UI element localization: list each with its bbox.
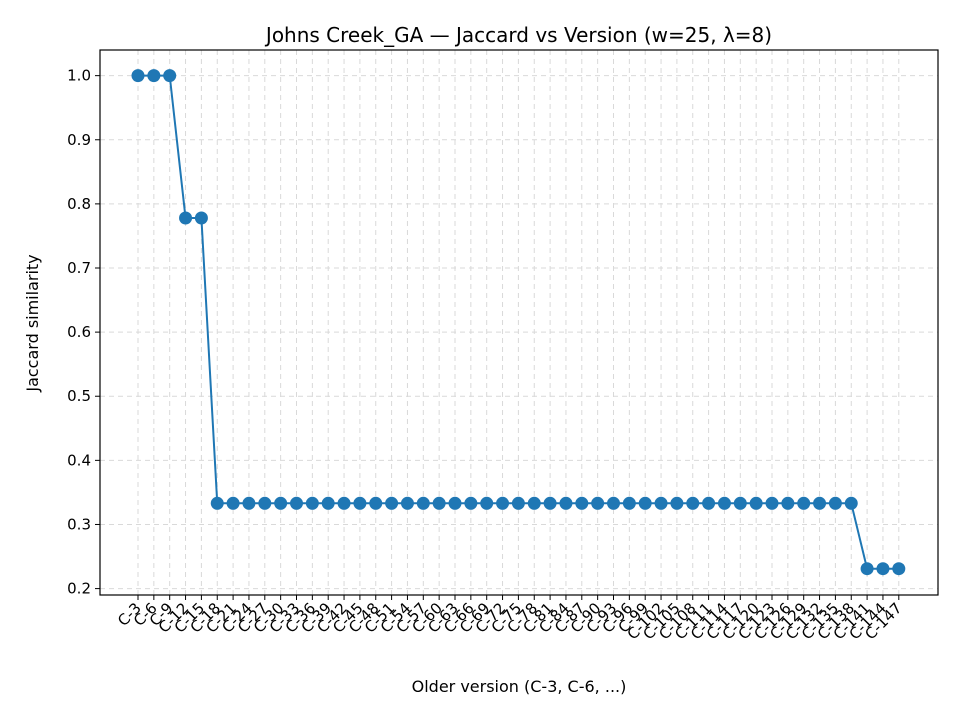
data-point xyxy=(385,496,399,510)
data-point xyxy=(543,496,557,510)
x-axis-label: Older version (C-3, C-6, ...) xyxy=(412,677,627,696)
data-point xyxy=(194,211,208,225)
data-point xyxy=(702,496,716,510)
data-point xyxy=(717,496,731,510)
data-point xyxy=(876,562,890,576)
data-point xyxy=(210,496,224,510)
y-tick-label: 0.4 xyxy=(67,451,91,469)
data-point xyxy=(353,496,367,510)
y-tick-label: 0.9 xyxy=(67,131,91,149)
data-point xyxy=(781,496,795,510)
data-point xyxy=(860,562,874,576)
data-point xyxy=(131,69,145,83)
data-point xyxy=(321,496,335,510)
data-point xyxy=(813,496,827,510)
data-point xyxy=(147,69,161,83)
data-point xyxy=(163,69,177,83)
data-point xyxy=(400,496,414,510)
data-point xyxy=(622,496,636,510)
data-point xyxy=(797,496,811,510)
y-tick-label: 1.0 xyxy=(67,67,91,85)
chart-title: Johns Creek_GA — Jaccard vs Version (w=2… xyxy=(264,23,772,47)
data-point xyxy=(892,562,906,576)
data-point xyxy=(464,496,478,510)
data-point xyxy=(369,496,383,510)
data-point xyxy=(575,496,589,510)
data-point xyxy=(448,496,462,510)
data-point xyxy=(305,496,319,510)
data-point xyxy=(496,496,510,510)
data-point xyxy=(226,496,240,510)
data-point xyxy=(559,496,573,510)
x-axis-ticks: C-3C-6C-9C-12C-15C-18C-21C-24C-27C-30C-3… xyxy=(114,595,906,643)
data-point xyxy=(416,496,430,510)
y-tick-label: 0.3 xyxy=(67,515,91,533)
data-point xyxy=(686,496,700,510)
data-point xyxy=(432,496,446,510)
data-point xyxy=(733,496,747,510)
data-point xyxy=(511,496,525,510)
data-point xyxy=(527,496,541,510)
y-tick-label: 0.8 xyxy=(67,195,91,213)
data-point xyxy=(290,496,303,510)
data-point xyxy=(670,496,684,510)
data-point xyxy=(844,496,858,510)
data-point xyxy=(607,496,620,510)
y-axis-ticks: 0.2 0.3 0.4 0.5 0.6 0.7 0.8 0.9 1.0 xyxy=(67,67,100,598)
y-tick-label: 0.6 xyxy=(67,323,91,341)
data-point xyxy=(765,496,779,510)
plot-frame xyxy=(99,49,939,596)
data-point xyxy=(828,496,842,510)
data-point xyxy=(179,211,193,225)
data-point xyxy=(274,496,288,510)
y-tick-label: 0.5 xyxy=(67,387,91,405)
y-axis-label: Jaccard similarity xyxy=(23,254,42,392)
grid-layer xyxy=(100,50,938,595)
data-point xyxy=(258,496,272,510)
data-point xyxy=(480,496,494,510)
data-point xyxy=(749,496,763,510)
data-point xyxy=(638,496,652,510)
data-point xyxy=(337,496,351,510)
series-layer xyxy=(131,69,906,576)
data-point xyxy=(242,496,256,510)
y-tick-label: 0.7 xyxy=(67,259,91,277)
data-point xyxy=(654,496,668,510)
data-point xyxy=(591,496,605,510)
y-tick-label: 0.2 xyxy=(67,580,91,598)
